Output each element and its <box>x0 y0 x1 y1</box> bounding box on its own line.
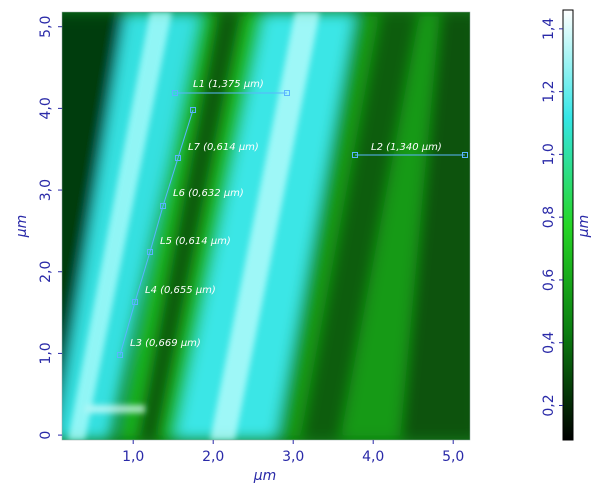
measure-label: L5 (0,614 µm) <box>160 236 231 247</box>
y-tick-label: 0 <box>38 431 54 440</box>
image-frame <box>61 11 471 441</box>
colorbar-tick-label: 0,8 <box>541 206 557 228</box>
measure-label: L2 (1,340 µm) <box>371 142 442 153</box>
measure-label: L4 (0,655 µm) <box>145 285 216 296</box>
colorbar-tick-label: 0,6 <box>541 269 557 291</box>
measure-line <box>119 301 136 356</box>
colorbar-tick-label: 0,4 <box>541 331 557 353</box>
y-tick-label: 2,0 <box>38 261 54 283</box>
colorbar-label: µm <box>576 215 592 239</box>
measure-label: L3 (0,669 µm) <box>130 338 201 349</box>
measure-handle <box>190 107 196 113</box>
x-axis-label: µm <box>253 468 277 484</box>
x-tick-label: 2,0 <box>202 449 224 465</box>
y-tick-label: 4,0 <box>38 97 54 119</box>
x-tick-label: 3,0 <box>282 449 304 465</box>
colorbar-tick-label: 1,4 <box>541 18 557 40</box>
measure-line <box>149 205 164 253</box>
y-tick-label: 1,0 <box>38 342 54 364</box>
colorbar-tick-label: 1,0 <box>541 143 557 165</box>
measure-handle <box>132 299 138 305</box>
measure-handle <box>147 249 153 255</box>
measure-handle <box>462 152 468 158</box>
colorbar <box>562 9 574 441</box>
y-tick-label: 5,0 <box>38 16 54 38</box>
afm-image <box>62 12 470 440</box>
measure-handle <box>284 90 290 96</box>
measure-line <box>134 251 151 303</box>
x-tick-label: 5,0 <box>442 449 464 465</box>
measure-label: L7 (0,614 µm) <box>188 142 259 153</box>
measure-label: L6 (0,632 µm) <box>173 188 244 199</box>
measure-handle <box>160 203 166 209</box>
measure-handle <box>117 352 123 358</box>
x-tick-label: 1,0 <box>122 449 144 465</box>
x-tick-label: 4,0 <box>362 449 384 465</box>
measure-line <box>162 157 179 207</box>
y-axis-label: µm <box>14 215 30 239</box>
measure-handle <box>352 152 358 158</box>
measure-handle <box>172 90 178 96</box>
colorbar-tick-label: 1,2 <box>541 80 557 102</box>
measure-line <box>177 109 194 159</box>
measure-handle <box>175 155 181 161</box>
colorbar-tick-label: 0,2 <box>541 394 557 416</box>
measure-label: L1 (1,375 µm) <box>193 79 264 90</box>
y-tick-label: 3,0 <box>38 179 54 201</box>
